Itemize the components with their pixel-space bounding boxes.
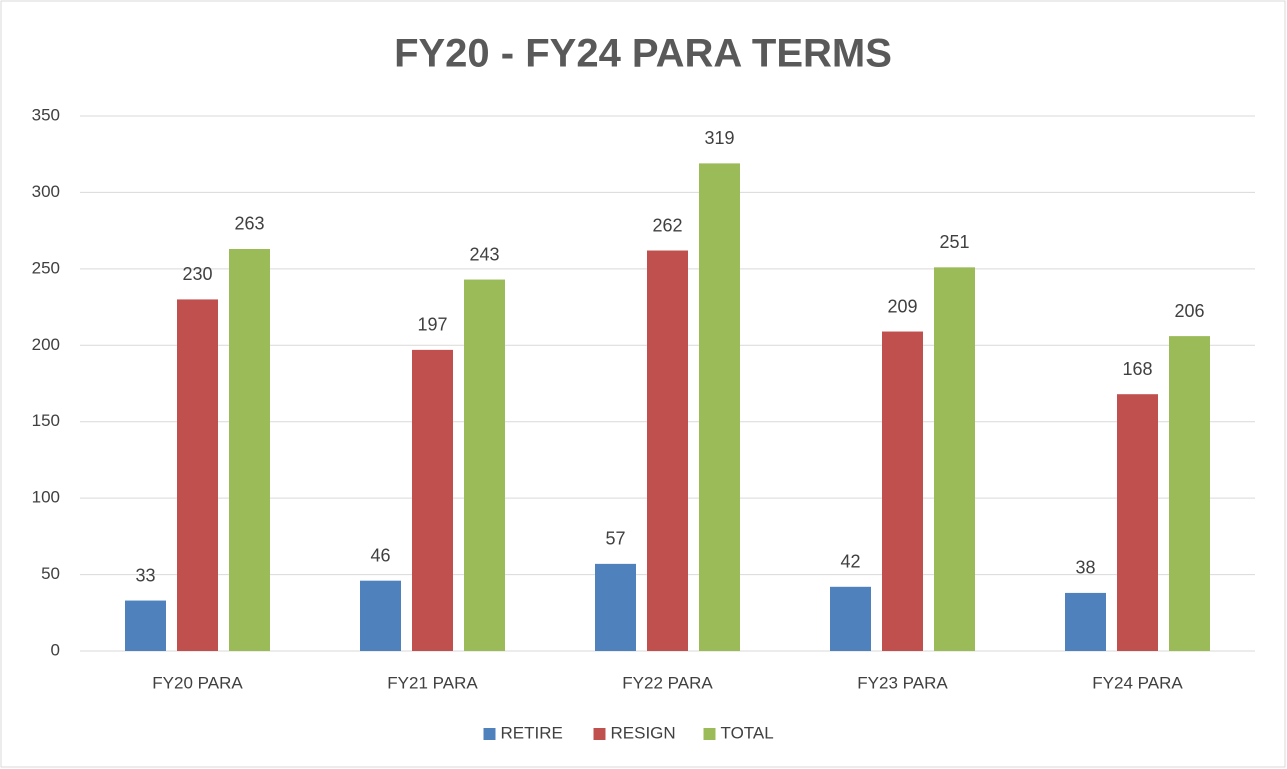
y-tick-label: 100 <box>32 488 60 507</box>
bar <box>1117 394 1158 651</box>
bar <box>125 600 166 651</box>
y-tick-label: 300 <box>32 182 60 201</box>
data-label: 206 <box>1174 301 1204 321</box>
data-label: 168 <box>1122 359 1152 379</box>
bar <box>830 586 871 651</box>
data-label: 251 <box>939 232 969 252</box>
legend-label: RESIGN <box>611 723 676 742</box>
bar <box>1169 336 1210 651</box>
bar <box>934 267 975 651</box>
legend-label: TOTAL <box>721 723 774 742</box>
bar <box>647 250 688 651</box>
legend-swatch <box>593 728 606 740</box>
y-tick-label: 50 <box>41 564 60 583</box>
bar <box>177 299 218 651</box>
data-label: 209 <box>887 296 917 316</box>
y-tick-label: 350 <box>32 105 60 124</box>
data-label: 263 <box>234 214 264 234</box>
data-label: 46 <box>370 545 390 565</box>
y-tick-label: 150 <box>32 411 60 430</box>
bar <box>412 349 453 651</box>
legend-swatch <box>703 728 716 740</box>
y-tick-label: 250 <box>32 258 60 277</box>
bar <box>882 331 923 651</box>
x-tick-label: FY20 PARA <box>152 673 243 692</box>
data-label: 38 <box>1075 558 1095 578</box>
data-label: 319 <box>704 128 734 148</box>
bar <box>229 248 270 651</box>
data-label: 42 <box>840 552 860 572</box>
data-label: 197 <box>417 315 447 335</box>
data-label: 262 <box>652 215 682 235</box>
x-tick-label: FY24 PARA <box>1092 673 1183 692</box>
y-tick-label: 0 <box>51 640 60 659</box>
y-tick-label: 200 <box>32 335 60 354</box>
bar <box>360 580 401 651</box>
chart-title: FY20 - FY24 PARA TERMS <box>394 32 892 76</box>
bar <box>1065 592 1106 651</box>
data-label: 230 <box>182 264 212 284</box>
legend-label: RETIRE <box>501 723 563 742</box>
data-label: 33 <box>135 565 155 585</box>
x-tick-label: FY23 PARA <box>857 673 948 692</box>
data-label: 243 <box>469 244 499 264</box>
legend-swatch <box>483 728 496 740</box>
x-tick-label: FY21 PARA <box>387 673 478 692</box>
bar <box>595 563 636 651</box>
bar <box>464 279 505 651</box>
x-tick-label: FY22 PARA <box>622 673 713 692</box>
data-label: 57 <box>605 529 625 549</box>
bar <box>699 163 740 651</box>
